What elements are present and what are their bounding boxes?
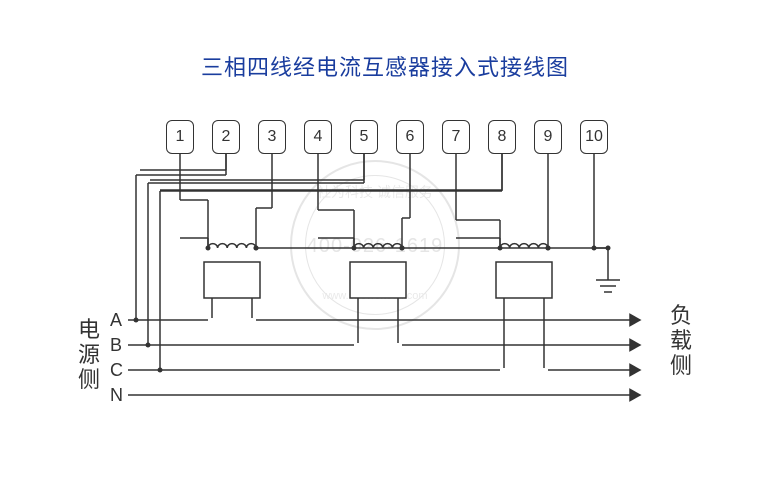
wiring-diagram-svg	[0, 0, 770, 500]
